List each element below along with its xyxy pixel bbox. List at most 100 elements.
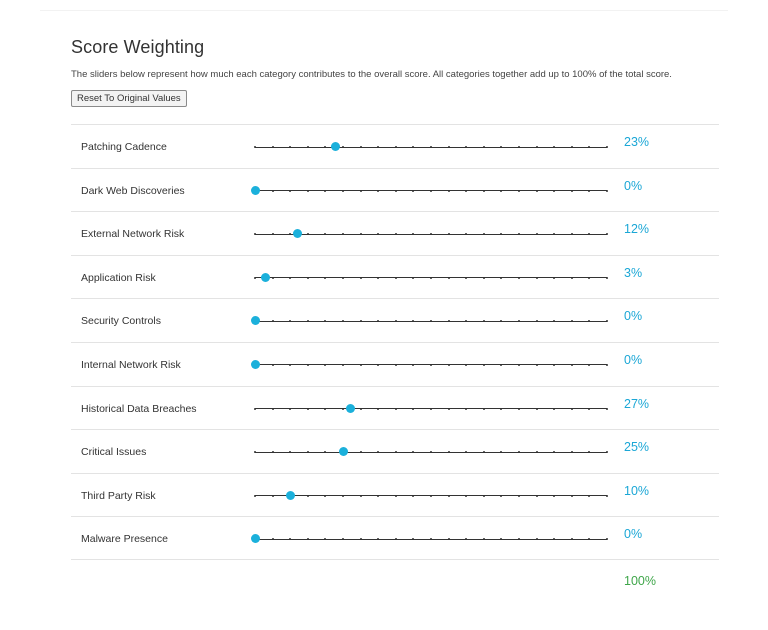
category-row: Application Risk 3%: [71, 254, 719, 299]
category-label: Internal Network Risk: [81, 358, 181, 371]
slider-tick: [324, 538, 327, 541]
weight-slider[interactable]: [250, 534, 608, 544]
slider-tick: [324, 276, 327, 279]
reset-to-original-values-button[interactable]: Reset To Original Values: [71, 90, 187, 107]
weight-slider[interactable]: [254, 272, 608, 282]
slider-tick: [306, 189, 309, 192]
slider-tick: [359, 146, 362, 148]
slider-thumb[interactable]: [250, 185, 260, 195]
slider-tick: [271, 363, 274, 366]
slider-tick: [606, 146, 608, 148]
slider-tick: [324, 320, 327, 323]
weight-percent: 12%: [624, 222, 650, 237]
slider-tick: [518, 363, 520, 366]
slider-thumb[interactable]: [261, 272, 271, 282]
slider-tick: [430, 407, 432, 410]
slider-tick: [377, 407, 380, 410]
slider-tick: [394, 233, 397, 236]
weight-slider[interactable]: [250, 185, 608, 195]
category-label: Patching Cadence: [81, 141, 167, 153]
slider-thumb[interactable]: [250, 534, 260, 544]
slider-tick: [570, 538, 573, 541]
slider-tick: [447, 407, 450, 410]
slider-tick: [430, 276, 432, 279]
slider-tick: [570, 320, 573, 323]
weight-slider[interactable]: [254, 403, 608, 413]
slider-tick: [588, 233, 591, 236]
category-row: Historical Data Breaches 27%: [71, 385, 719, 430]
slider-tick: [500, 538, 503, 541]
slider-tick: [500, 189, 503, 192]
category-label: Malware Presence: [81, 533, 168, 546]
slider-tick: [606, 233, 608, 236]
slider-tick: [465, 189, 468, 192]
slider-tick: [254, 276, 256, 279]
slider-tick: [271, 320, 274, 323]
slider-thumb[interactable]: [292, 229, 302, 239]
slider-tick: [570, 407, 573, 410]
slider-tick: [430, 363, 432, 366]
slider-tick: [535, 451, 538, 454]
slider-tick: [306, 451, 309, 454]
slider-tick: [588, 276, 591, 279]
slider-tick: [289, 146, 292, 148]
category-label: Historical Data Breaches: [81, 402, 197, 415]
slider-tick: [447, 189, 450, 192]
slider-tick: [359, 494, 362, 497]
slider-thumb[interactable]: [285, 490, 295, 500]
slider-tick: [482, 146, 485, 148]
slider-tick: [535, 146, 538, 148]
slider-tick: [500, 494, 503, 497]
category-row: Critical Issues 25%: [71, 429, 719, 473]
weight-percent: 0%: [624, 309, 643, 324]
weight-percent: 25%: [624, 440, 650, 455]
slider-tick: [588, 494, 591, 497]
slider-thumb[interactable]: [331, 142, 341, 151]
slider-tick: [342, 494, 344, 497]
slider-tick: [553, 276, 556, 279]
slider-tick: [306, 276, 309, 279]
slider-tick: [394, 407, 397, 410]
slider-tick: [412, 189, 415, 192]
slider-tick: [394, 538, 397, 541]
slider-tick: [518, 320, 520, 323]
slider-tick: [359, 538, 362, 541]
slider-tick: [359, 407, 362, 410]
slider-tick: [412, 233, 415, 236]
slider-tick: [359, 233, 362, 236]
slider-tick: [342, 363, 344, 366]
slider-tick: [430, 189, 432, 192]
slider-tick: [412, 451, 415, 454]
slider-tick: [447, 451, 450, 454]
weight-percent: 23%: [624, 135, 650, 149]
weight-slider[interactable]: [250, 359, 608, 369]
slider-tick: [377, 146, 380, 148]
slider-tick: [359, 189, 362, 192]
slider-tick: [500, 451, 503, 454]
slider-thumb[interactable]: [250, 316, 260, 326]
slider-tick: [447, 363, 450, 366]
slider-tick: [553, 407, 556, 410]
slider-tick: [588, 451, 591, 454]
slider-thumb[interactable]: [345, 403, 355, 413]
slider-tick: [518, 451, 520, 454]
slider-tick: [518, 146, 520, 148]
weight-slider[interactable]: [250, 316, 608, 326]
slider-tick: [553, 189, 556, 192]
slider-tick: [412, 363, 415, 366]
slider-tick: [377, 233, 380, 236]
slider-thumb[interactable]: [338, 447, 348, 457]
weight-slider[interactable]: [254, 142, 608, 151]
category-label: Third Party Risk: [81, 489, 156, 502]
slider-tick: [588, 407, 591, 410]
slider-tick: [500, 407, 503, 410]
weight-slider[interactable]: [254, 229, 608, 239]
slider-tick: [500, 320, 503, 323]
slider-tick: [535, 363, 538, 366]
weight-slider[interactable]: [254, 447, 608, 457]
slider-thumb[interactable]: [250, 359, 260, 369]
weight-slider[interactable]: [254, 490, 608, 500]
slider-tick: [518, 276, 520, 279]
slider-tick: [535, 320, 538, 323]
slider-tick: [570, 189, 573, 192]
